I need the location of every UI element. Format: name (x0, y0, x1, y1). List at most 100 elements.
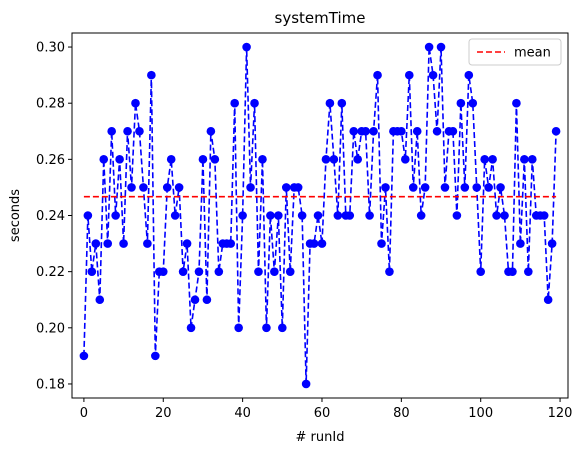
data-point (246, 183, 255, 192)
axis-ticks: 0 20 40 60 80 100 120 0.18 0.20 0.22 0.24 0.26 0.28 0… (36, 41, 572, 421)
data-point (500, 211, 509, 220)
data-point (214, 267, 224, 276)
data-point (83, 211, 93, 220)
y-tick-label: 0.24 (36, 209, 65, 224)
data-point (551, 126, 561, 136)
data-point (182, 239, 192, 248)
data-point (369, 126, 378, 136)
data-point (373, 70, 382, 80)
data-point (420, 183, 430, 192)
data-point (440, 183, 450, 192)
data-point (508, 267, 517, 276)
data-point (258, 155, 267, 164)
data-point (262, 323, 271, 333)
data-point (377, 239, 386, 248)
data-point (337, 98, 347, 108)
legend: mean (468, 38, 562, 66)
plot-series (79, 42, 561, 389)
data-point (484, 183, 493, 192)
data-point (158, 267, 168, 276)
data-point (381, 183, 390, 192)
data-point (206, 126, 216, 136)
data-point (468, 98, 478, 108)
data-point (166, 155, 176, 164)
data-point (325, 98, 335, 108)
data-point (99, 155, 109, 164)
data-point (162, 183, 172, 192)
data-point (293, 183, 303, 192)
data-point (147, 70, 156, 80)
data-point (170, 211, 180, 220)
data-point (313, 211, 323, 220)
x-tick-label: 120 (548, 406, 573, 421)
data-point (281, 183, 291, 192)
x-tick-label: 60 (314, 406, 331, 421)
data-point (198, 155, 208, 164)
data-point (448, 126, 458, 136)
data-point (194, 267, 204, 276)
data-point (492, 211, 501, 220)
data-point (412, 126, 422, 136)
data-point (174, 183, 184, 192)
data-point (397, 126, 406, 136)
data-point (250, 98, 259, 108)
data-point (135, 126, 144, 136)
x-axis-label: # runId (296, 430, 345, 445)
y-tick-label: 0.26 (36, 153, 65, 168)
data-point (512, 98, 521, 108)
data-point (539, 211, 549, 220)
data-point (123, 126, 132, 136)
data-point (190, 295, 200, 305)
data-point (520, 155, 529, 164)
data-point (317, 239, 327, 248)
data-point (480, 155, 489, 164)
data-point (516, 239, 525, 248)
data-point (107, 126, 116, 136)
data-point (527, 155, 537, 164)
data-point (119, 239, 128, 248)
y-tick-label: 0.18 (36, 377, 65, 392)
data-point (424, 42, 434, 52)
data-point (428, 70, 438, 80)
y-tick-label: 0.28 (36, 97, 65, 112)
legend-box (468, 38, 562, 66)
chart-title: systemTime (275, 9, 366, 27)
data-point (365, 211, 374, 220)
data-point (79, 351, 89, 361)
data-point (297, 211, 307, 220)
y-tick-label: 0.30 (36, 41, 65, 56)
x-tick-label: 20 (155, 406, 172, 421)
data-point (496, 183, 505, 192)
data-point (186, 323, 196, 333)
data-point (432, 126, 442, 136)
data-point (230, 98, 239, 108)
data-point (345, 211, 355, 220)
data-point (543, 295, 553, 305)
y-tick-label: 0.20 (36, 321, 65, 336)
data-point (349, 126, 359, 136)
data-point (234, 323, 243, 333)
y-axis-label: seconds (8, 189, 23, 242)
data-point (329, 155, 339, 164)
data-point (95, 295, 105, 305)
data-point (361, 126, 370, 136)
data-point (401, 155, 410, 164)
data-point (143, 239, 152, 248)
data-point (488, 155, 497, 164)
data-point (309, 239, 319, 248)
data-point (202, 295, 212, 305)
data-point (547, 239, 557, 248)
data-point (285, 267, 295, 276)
data-point (178, 267, 188, 276)
data-point (270, 267, 279, 276)
x-tick-label: 40 (234, 406, 251, 421)
data-point (404, 70, 414, 80)
data-point (408, 183, 418, 192)
y-tick-label: 0.22 (36, 265, 65, 280)
data-point (139, 183, 148, 192)
data-point (87, 267, 97, 276)
data-point (472, 183, 482, 192)
data-point (333, 211, 343, 220)
x-tick-label: 100 (468, 406, 493, 421)
